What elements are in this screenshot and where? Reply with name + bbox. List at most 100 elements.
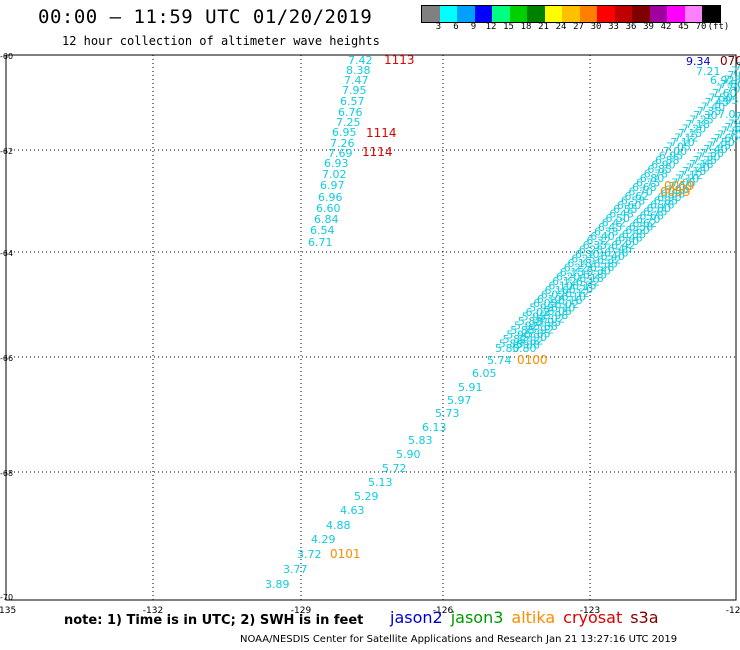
legend-cryosat: cryosat: [563, 608, 623, 627]
track2-dense-value: 6.80: [640, 172, 665, 185]
track2-dense-value: 6.85: [654, 195, 679, 208]
track2-dense-value: 6.78: [650, 198, 675, 211]
track2-dense-value: 6.18: [579, 272, 604, 285]
track1-value: 6.97: [320, 179, 345, 192]
track2-dense-value: 7.95: [731, 64, 740, 77]
track2-dense-value: 7.10: [675, 173, 700, 186]
track2-value: 4.88: [326, 519, 351, 532]
corner-value: 7.95: [714, 94, 739, 107]
track1-value: 7.47: [344, 74, 369, 87]
colorbar-label: 27: [573, 22, 584, 32]
track2-dense-value: 7.95: [735, 60, 740, 73]
track2-value: 5.90: [396, 448, 421, 461]
track1-value: 6.54: [310, 224, 335, 237]
track2-dense-value: 6.35: [593, 257, 618, 270]
colorbar-swatch: [457, 6, 475, 22]
track2-dense-value: 6.62: [632, 217, 657, 230]
track2-dense-value: 5.82: [503, 333, 527, 346]
track2-dense-value: 6.10: [548, 279, 573, 292]
track2-dense-value: 7.15: [682, 165, 707, 178]
track2-value: 5.73: [435, 407, 460, 420]
track2-dense-value: 6.22: [564, 261, 589, 274]
track1-value: 6.76: [338, 106, 363, 119]
track2-value: 3.89: [265, 578, 290, 591]
colorbar-swatch: [684, 6, 702, 22]
lat-tick-label: -70: [0, 593, 13, 602]
track2-dense-value: 7.05: [671, 176, 696, 189]
track2-dense-value: 5.98: [529, 302, 554, 315]
track2-dense-value: 7.60: [714, 132, 739, 145]
track1-time: 1113: [384, 53, 415, 67]
axis-labels: -135 -132 -129 -126 -123 -120 -60 -62 -64 -66 -68 -…: [0, 52, 740, 616]
track2-dense-value: 5.88: [499, 338, 524, 351]
corner-value: 6.92: [710, 74, 735, 87]
page-title: 00:00 – 11:59 UTC 01/20/2019: [38, 6, 373, 28]
wave-height-tracks: 7.428.387.477.956.576.767.256.957.267.69…: [265, 53, 740, 591]
track2-dense-value: 6.20: [569, 283, 594, 296]
track2-dense-value: 7.20: [685, 162, 710, 175]
track2-dense-value: 6.70: [636, 213, 661, 226]
colorbar-swatch: [649, 6, 667, 22]
track2-dense-value: 7.20: [682, 123, 707, 136]
track2-value: 5.29: [354, 490, 379, 503]
track2-dense-value: 6.32: [597, 254, 622, 267]
track2-dense-value: 6.02: [540, 313, 565, 326]
track2-dense-value: 6.50: [615, 235, 640, 248]
track1-time: 1114: [362, 145, 393, 159]
track2-dense-value: 6.02: [541, 288, 566, 301]
track1-value: 6.57: [340, 95, 365, 108]
track2-dense-value: 6.10: [551, 301, 576, 314]
track2-dense-value: 6.05: [547, 305, 572, 318]
track2-dense-value: 6.80: [647, 202, 672, 215]
track2-dense-value: 7.95: [735, 110, 740, 123]
colorbar-swatch: [474, 6, 492, 22]
track2-dense-value: 6.95: [664, 184, 689, 197]
track2-dense-value: 6.85: [647, 163, 672, 176]
legend-jason3: jason3: [450, 608, 504, 627]
track2-time: 0101: [330, 547, 361, 561]
colorbar-label: 24: [555, 22, 567, 32]
track2-dense-value: 6.20: [556, 270, 581, 283]
colorbar-label: 18: [520, 22, 532, 32]
colorbar-labels: 3 6 9 12 15 18 21 24 27 30 33 36 39 42 45 70 (ft): [421, 22, 740, 34]
track2-dense-value: 7.80: [720, 78, 740, 91]
track2-dense-value: 6.75: [643, 206, 668, 219]
lon-tick-label: -129: [291, 606, 312, 616]
map-frame: [5, 54, 737, 601]
colorbar-label: 9: [470, 22, 477, 32]
track2-dense-value: 6.90: [657, 191, 682, 204]
track1-value: 6.71: [308, 236, 333, 249]
track2-dense-value: 6.58: [621, 194, 646, 207]
track2-dense-value: 7.00: [663, 145, 688, 158]
track2-dense-value: 7.95: [731, 114, 740, 127]
legend-jason2: jason2: [390, 608, 443, 627]
track2-dense-value: 5.92: [530, 324, 555, 337]
track2-dense-value: 5.85: [526, 327, 551, 340]
track1-value: 7.69: [328, 147, 353, 160]
track2-dense-value: 7.70: [716, 82, 740, 95]
colorbar-swatch: [527, 6, 545, 22]
track2-time: 0059: [664, 179, 695, 193]
track2-dense-value: 6.78: [644, 167, 669, 180]
colorbar-label: 15: [503, 22, 514, 32]
track2-dense-value: 6.16: [545, 284, 570, 297]
track2-dense-value: 6.15: [572, 279, 597, 292]
track2-value: 5.83: [408, 434, 433, 447]
track2-dense-value: 6.45: [608, 243, 633, 256]
track2-dense-value: 6.32: [586, 235, 611, 248]
colorbar-swatch: [614, 6, 632, 22]
track2-dense-value: 7.35: [697, 105, 722, 118]
colorbar-swatch: [632, 6, 650, 22]
colorbar-label: 6: [453, 22, 459, 32]
track2-dense-value: 5.80: [495, 342, 520, 355]
corner-value: 7.21: [696, 65, 721, 78]
track2-dense-value: 6.58: [629, 220, 654, 233]
track2-dense-value: 6.12: [565, 287, 590, 300]
lon-tick-label: -126: [433, 606, 454, 616]
colorbar-label: 39: [643, 22, 654, 32]
satellite-legend: jason2 jason3 altika cryosat s3a: [390, 608, 667, 627]
track2-dense-value: 6.02: [554, 298, 579, 311]
track1-value: 6.60: [316, 202, 341, 215]
track2-dense-value: 7.90: [728, 117, 740, 130]
